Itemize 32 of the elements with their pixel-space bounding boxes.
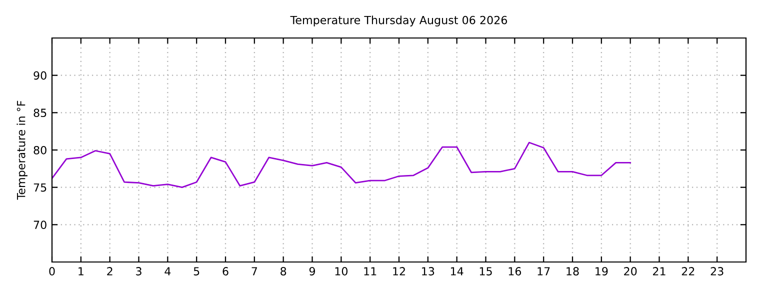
y-tick-label: 90 [34, 71, 46, 80]
line-series [52, 142, 632, 188]
y-axis-title: Temperature in °F [16, 100, 28, 200]
chart-title: Temperature Thursday August 06 2026 [290, 16, 508, 26]
x-tick-label: 22 [682, 267, 694, 276]
y-tick-label: 70 [34, 220, 46, 230]
x-tick-label: 2 [107, 267, 112, 276]
x-tick-label: 5 [194, 267, 200, 276]
y-tick-label: 80 [34, 146, 46, 154]
x-tick-label: 17 [538, 267, 550, 276]
y-tick-label: 85 [34, 108, 46, 118]
x-tick-label: 10 [335, 267, 348, 276]
x-tick-label: 13 [422, 267, 434, 276]
x-tick-label: 21 [652, 267, 666, 276]
x-tick-label: 3 [136, 267, 142, 276]
x-tick-label: 1 [78, 267, 84, 276]
x-tick-label: 8 [280, 267, 286, 276]
x-tick-label: 20 [624, 267, 637, 276]
x-tick-label: 9 [309, 267, 316, 276]
x-tick-label: 23 [710, 267, 724, 276]
x-tick-label: 7 [252, 267, 257, 276]
x-tick-label: 15 [480, 267, 492, 276]
y-tick-label: 75 [34, 183, 46, 192]
x-tick-label: 4 [164, 267, 171, 276]
x-tick-label: 16 [508, 267, 522, 276]
x-tick-label: 11 [364, 267, 376, 276]
x-tick-label: 14 [450, 267, 464, 276]
x-tick-label: 19 [596, 267, 608, 276]
x-tick-label: 0 [49, 267, 55, 276]
x-tick-label: 6 [222, 267, 228, 276]
x-tick-label: 12 [393, 267, 405, 276]
x-tick-label: 18 [566, 267, 579, 276]
